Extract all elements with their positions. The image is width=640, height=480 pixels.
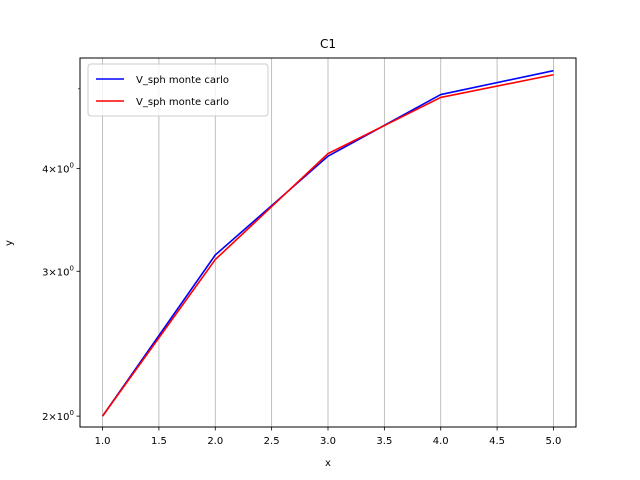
- y-tick-label: 4×100: [42, 162, 74, 176]
- legend: V_sph monte carlo V_sph monte carlo: [87, 63, 269, 117]
- series-line: [101, 73, 554, 417]
- y-tick-label: 2×100: [42, 409, 74, 423]
- series-line: [101, 69, 554, 417]
- x-tick-label: 1.5: [151, 436, 167, 447]
- x-axis: 1.0 1.5 2.0 2.5 3.0 3.5 4.0 4.5 5.0: [95, 427, 562, 447]
- x-tick-label: 1.0: [95, 436, 111, 447]
- y-tick-label: 3×100: [42, 264, 74, 278]
- x-axis-label: x: [325, 458, 331, 469]
- x-tick-label: 4.5: [489, 436, 505, 447]
- legend-label: V_sph monte carlo: [136, 75, 229, 86]
- grid: [102, 58, 554, 427]
- x-tick-label: 3.0: [320, 436, 336, 447]
- x-tick-label: 4.0: [433, 436, 449, 447]
- y-axis-label: y: [4, 240, 15, 246]
- x-tick-label: 2.5: [264, 436, 280, 447]
- legend-label: V_sph monte carlo: [136, 97, 229, 108]
- x-tick-label: 5.0: [546, 436, 562, 447]
- series-layer: [101, 69, 554, 417]
- x-tick-label: 2.0: [207, 436, 223, 447]
- legend-box: [87, 63, 269, 117]
- x-tick-label: 3.5: [376, 436, 392, 447]
- y-axis: 2×100 3×100 4×100: [42, 88, 80, 423]
- chart-title: C1: [320, 37, 336, 51]
